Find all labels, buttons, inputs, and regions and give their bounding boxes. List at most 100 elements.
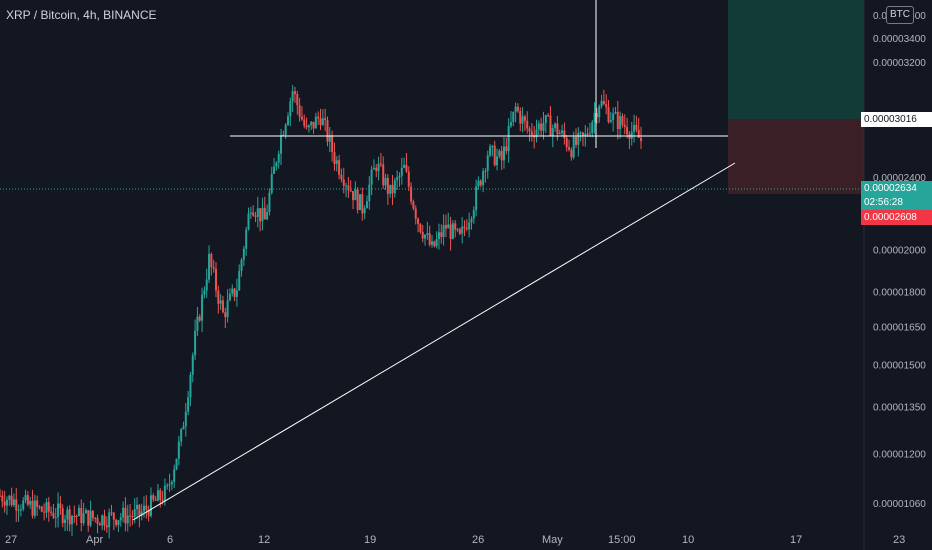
- candle-body: [633, 124, 636, 132]
- candle-body: [168, 484, 171, 486]
- y-tick-label: 0.00001060: [873, 499, 926, 510]
- candle-body: [565, 138, 568, 148]
- candle-body: [75, 515, 78, 517]
- y-tick-label: 0.00001800: [873, 288, 926, 299]
- candle-body: [282, 134, 285, 136]
- candle-body: [112, 512, 115, 520]
- candle-body: [352, 191, 355, 201]
- candle-body: [384, 177, 387, 186]
- candle-body: [338, 160, 341, 175]
- candle-body: [129, 515, 132, 517]
- candle-body: [484, 170, 487, 172]
- x-tick-label: May: [542, 534, 563, 546]
- candle-body: [159, 490, 162, 500]
- candle-body: [456, 229, 459, 231]
- candle-body: [161, 499, 164, 501]
- candle-body: [256, 208, 259, 217]
- candle-body: [33, 500, 36, 516]
- candle-body: [312, 121, 315, 129]
- candle-body: [217, 290, 220, 304]
- candle-body: [24, 495, 27, 501]
- candle-body: [84, 510, 87, 514]
- candle-body: [419, 223, 422, 232]
- candle-body: [61, 508, 64, 524]
- candle-body: [91, 510, 94, 518]
- candle-body: [105, 525, 108, 528]
- target-zone: [728, 0, 864, 119]
- candle-body: [138, 504, 141, 516]
- candle-body: [421, 231, 424, 239]
- candle-body: [451, 223, 454, 239]
- candle-body: [117, 520, 120, 525]
- candle-body: [119, 517, 122, 521]
- candle-body: [273, 166, 276, 174]
- ascending-trendline[interactable]: [132, 162, 736, 521]
- countdown-tag: 02:56:28: [861, 195, 932, 210]
- candle-body: [547, 115, 550, 117]
- candle-body: [398, 175, 401, 178]
- candle-body: [465, 227, 468, 230]
- candle-body: [115, 519, 118, 525]
- candle-body: [505, 146, 508, 152]
- currency-badge[interactable]: BTC: [886, 6, 914, 24]
- candle-body: [268, 192, 271, 212]
- candle-body: [298, 105, 301, 117]
- y-tick-label: 0.00003200: [873, 58, 926, 69]
- candle-body: [405, 164, 408, 172]
- candle-body: [572, 136, 575, 158]
- candle-body: [500, 150, 503, 161]
- candle-body: [12, 499, 15, 506]
- candle-body: [191, 355, 194, 375]
- candle-body: [314, 116, 317, 129]
- candle-body: [424, 234, 427, 239]
- candle-body: [194, 330, 197, 356]
- candle-body: [614, 112, 617, 114]
- candle-body: [8, 495, 11, 500]
- candle-body: [80, 507, 83, 523]
- candle-body: [166, 485, 169, 487]
- candle-body: [595, 113, 598, 118]
- candle-body: [89, 510, 92, 526]
- candle-body: [201, 294, 204, 321]
- candle-body: [205, 279, 208, 291]
- candle-body: [368, 184, 371, 202]
- candle-body: [503, 146, 505, 161]
- y-tick-label: 0.00001200: [873, 449, 926, 460]
- candle-body: [396, 177, 399, 181]
- y-tick-label: 0.00002000: [873, 246, 926, 257]
- candle-body: [435, 239, 438, 247]
- candle-body: [189, 374, 192, 398]
- candle-body: [630, 131, 633, 139]
- candle-body: [437, 232, 440, 240]
- candle-body: [626, 126, 629, 135]
- candle-body: [228, 293, 231, 301]
- candle-body: [326, 120, 329, 142]
- candle-body: [38, 506, 41, 508]
- x-axis[interactable]: 27 Apr 6 12 19 26 May 15:00 10 17 23: [5, 534, 905, 546]
- candle-body: [310, 121, 313, 126]
- candle-body: [442, 225, 445, 237]
- candle-body: [523, 116, 526, 121]
- candle-body: [463, 226, 466, 228]
- candle-body: [554, 123, 557, 128]
- candle-body: [470, 218, 473, 223]
- candle-body: [528, 128, 531, 132]
- candle-body: [305, 125, 308, 128]
- y-tick-label: 0.00001500: [873, 360, 926, 371]
- candle-body: [208, 253, 211, 280]
- candle-body: [284, 124, 287, 135]
- candle-body: [509, 122, 512, 126]
- candle-body: [328, 135, 331, 142]
- y-axis[interactable]: 0.000034000.000032000.000028000.00002400…: [873, 11, 926, 510]
- candle-body: [175, 458, 178, 470]
- candle-body: [544, 115, 547, 124]
- candle-body: [19, 509, 22, 511]
- candle-body: [581, 132, 584, 136]
- candle-body: [319, 118, 322, 125]
- candle-body: [579, 132, 582, 134]
- candle-body: [563, 130, 566, 139]
- candle-body: [412, 201, 415, 209]
- candle-body: [540, 123, 543, 131]
- candle-body: [568, 147, 571, 150]
